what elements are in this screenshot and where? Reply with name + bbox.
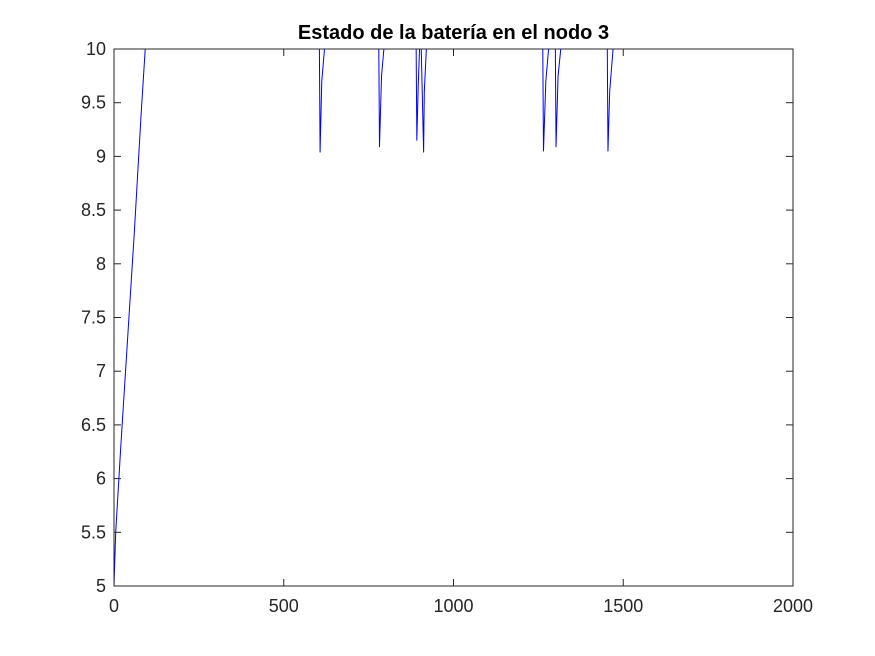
chart-title: Estado de la batería en el nodo 3: [298, 22, 609, 44]
y-tick-label: 5: [96, 576, 106, 596]
y-tick-label: 6.5: [81, 415, 106, 435]
x-tick-label: 1500: [603, 596, 643, 616]
y-tick-label: 7: [96, 361, 106, 381]
x-tick-label: 2000: [773, 596, 813, 616]
x-tick-label: 500: [269, 596, 299, 616]
y-tick-label: 8: [96, 254, 106, 274]
plot-background: [114, 49, 793, 586]
y-tick-label: 9: [96, 146, 106, 166]
y-tick-label: 9.5: [81, 93, 106, 113]
y-tick-label: 7.5: [81, 308, 106, 328]
y-tick-label: 8.5: [81, 200, 106, 220]
y-tick-label: 5.5: [81, 522, 106, 542]
x-tick-label: 0: [109, 596, 119, 616]
y-tick-label: 10: [86, 39, 106, 59]
axes-layer: 0 500 1000 1500 2000 5 5.5 6 6.5 7 7.5 8 8.5 9 9.5 10: [81, 39, 813, 616]
y-tick-label: 6: [96, 469, 106, 489]
x-tick-label: 1000: [433, 596, 473, 616]
